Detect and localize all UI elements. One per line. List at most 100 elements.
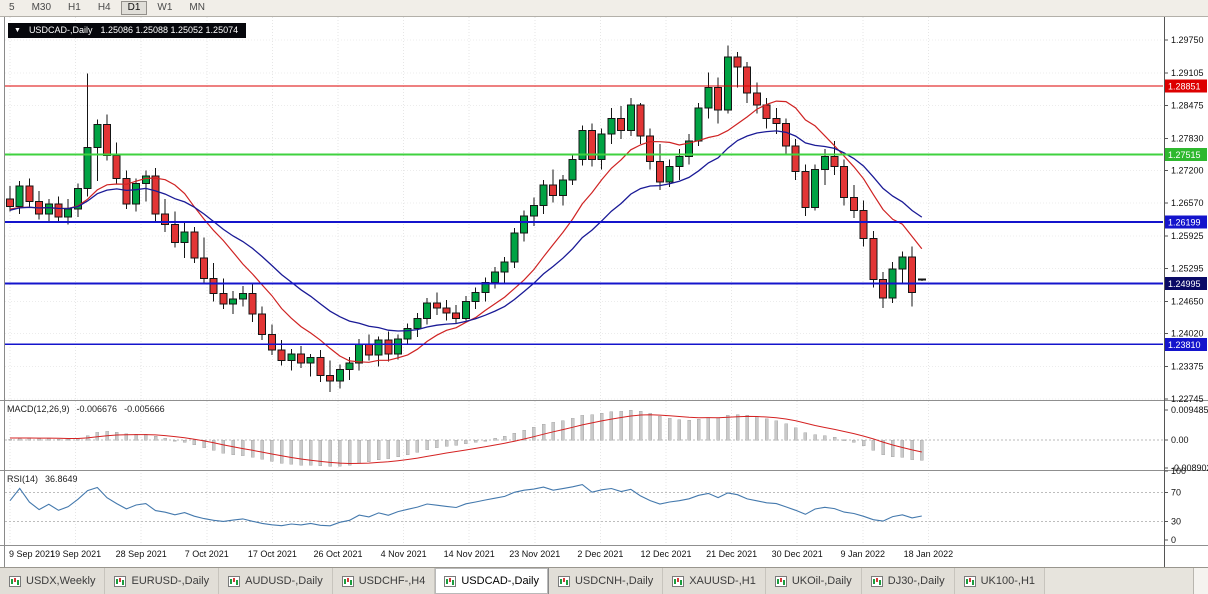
svg-text:21 Dec 2021: 21 Dec 2021 <box>706 549 757 559</box>
tab-label: EURUSD-,Daily <box>131 575 210 587</box>
chart-icon <box>9 575 21 587</box>
chart-icon <box>557 575 570 587</box>
tab-label: USDCHF-,H4 <box>358 575 426 587</box>
svg-text:70: 70 <box>1171 488 1181 498</box>
tab-uk100-h1[interactable]: UK100-,H1 <box>954 568 1046 594</box>
chart-window[interactable]: 1.29750 1.29105 1.28475 1.27830 1.27200 1.265… <box>0 17 1208 567</box>
candles[interactable] <box>6 45 926 393</box>
tab-xauusd-h1[interactable]: XAUUSD-,H1 <box>663 568 766 594</box>
svg-text:1.28475: 1.28475 <box>1171 100 1204 110</box>
chart-title-overlay: ▼ USDCAD-,Daily 1.25086 1.25088 1.25052 … <box>8 23 247 38</box>
tab-ukoil-daily[interactable]: UKOil-,Daily <box>765 568 862 594</box>
price-axis[interactable]: 1.29750 1.29105 1.28475 1.27830 1.27200 1.265… <box>1164 35 1208 545</box>
svg-text:1.27200: 1.27200 <box>1171 166 1204 176</box>
chart-icon <box>963 575 976 587</box>
timeframe-button-d1[interactable]: D1 <box>120 1 148 15</box>
macd-main-value: -0.006676 <box>76 404 118 414</box>
rsi-indicator-label: RSI(14) 36.8649 <box>7 474 78 484</box>
svg-text:1.27830: 1.27830 <box>1171 133 1204 143</box>
tab-usdchf-h4[interactable]: USDCHF-,H4 <box>332 568 436 594</box>
panel-separators <box>0 17 1208 567</box>
macd-signal-value: -0.005666 <box>124 404 165 414</box>
chart-icon <box>444 575 457 587</box>
chart-icon <box>870 575 883 587</box>
rsi-panel[interactable] <box>5 484 1163 527</box>
chevron-down-icon[interactable]: ▼ <box>14 26 21 34</box>
svg-text:1.24995: 1.24995 <box>1168 279 1201 289</box>
level-price-tag[interactable] <box>1165 79 1207 93</box>
svg-text:1.28851: 1.28851 <box>1168 82 1201 92</box>
timeframe-button-mn[interactable]: MN <box>182 1 212 15</box>
tab-usdx-weekly[interactable]: USDX,Weekly <box>0 568 106 594</box>
timeframe-button-m30[interactable]: M30 <box>25 1 58 15</box>
svg-text:4 Nov 2021: 4 Nov 2021 <box>381 549 427 559</box>
timeframe-button-h1[interactable]: H1 <box>61 1 88 15</box>
svg-text:28 Sep 2021: 28 Sep 2021 <box>116 549 167 559</box>
tab-eurusd-daily[interactable]: EURUSD-,Daily <box>105 568 220 594</box>
chart-ohlc-values: 1.25086 1.25088 1.25052 1.25074 <box>100 25 239 35</box>
svg-text:30: 30 <box>1171 516 1181 526</box>
tab-label: UKOil-,Daily <box>791 575 852 587</box>
macd-name: MACD(12,26,9) <box>7 404 70 414</box>
svg-text:1.26199: 1.26199 <box>1168 217 1201 227</box>
svg-text:1.24650: 1.24650 <box>1171 296 1204 306</box>
svg-text:1.25295: 1.25295 <box>1171 263 1204 273</box>
timeframe-button-h4[interactable]: H4 <box>91 1 118 15</box>
svg-text:7 Oct 2021: 7 Oct 2021 <box>185 549 229 559</box>
svg-text:1.24020: 1.24020 <box>1171 329 1204 339</box>
tab-dj30-daily[interactable]: DJ30-,Daily <box>861 568 955 594</box>
macd-panel[interactable] <box>5 409 1163 467</box>
svg-text:1.26570: 1.26570 <box>1171 198 1204 208</box>
svg-text:1.23810: 1.23810 <box>1168 340 1201 350</box>
tab-label: AUDUSD-,Daily <box>245 575 323 587</box>
rsi-name: RSI(14) <box>7 474 39 484</box>
tab-audusd-daily[interactable]: AUDUSD-,Daily <box>219 568 333 594</box>
svg-text:0.00: 0.00 <box>1171 435 1189 445</box>
chart-tabs-bar: USDX,Weekly EURUSD-,Daily AUDUSD-,Daily … <box>0 567 1208 594</box>
level-price-tag[interactable] <box>1165 148 1207 162</box>
svg-text:23 Nov 2021: 23 Nov 2021 <box>509 549 560 559</box>
rsi-value: 36.8649 <box>45 474 78 484</box>
chart-icon <box>228 575 241 587</box>
svg-text:1.22745: 1.22745 <box>1171 394 1204 404</box>
svg-text:1.27515: 1.27515 <box>1168 150 1201 160</box>
svg-text:0: 0 <box>1171 535 1176 545</box>
tab-label: USDX,Weekly <box>26 575 96 587</box>
svg-text:1.25925: 1.25925 <box>1171 231 1204 241</box>
level-price-tag[interactable] <box>1165 337 1207 351</box>
moving-averages <box>9 100 923 363</box>
svg-text:0.009485: 0.009485 <box>1171 405 1208 415</box>
svg-text:12 Dec 2021: 12 Dec 2021 <box>640 549 691 559</box>
svg-text:1.29105: 1.29105 <box>1171 68 1204 78</box>
price-chart-canvas[interactable]: 1.29750 1.29105 1.28475 1.27830 1.27200 1.265… <box>0 17 1208 567</box>
svg-text:1.29750: 1.29750 <box>1171 35 1204 45</box>
level-price-tag[interactable] <box>1165 215 1207 229</box>
svg-text:17 Oct 2021: 17 Oct 2021 <box>248 549 297 559</box>
chart-icon <box>774 575 787 587</box>
level-price-tag[interactable] <box>1165 277 1207 291</box>
chart-icon <box>341 575 354 587</box>
tab-usdcnh-daily[interactable]: USDCNH-,Daily <box>548 568 664 594</box>
chart-symbol-label: USDCAD-,Daily <box>28 25 93 35</box>
svg-text:14 Nov 2021: 14 Nov 2021 <box>444 549 495 559</box>
tab-label: XAUUSD-,H1 <box>689 575 756 587</box>
chart-background <box>0 17 1208 567</box>
tab-scrollbar[interactable] <box>1193 568 1208 594</box>
chart-icon <box>114 575 127 587</box>
timeframe-button-m5[interactable]: 5 <box>2 1 22 15</box>
svg-text:18 Jan 2022: 18 Jan 2022 <box>904 549 954 559</box>
svg-text:19 Sep 2021: 19 Sep 2021 <box>50 549 101 559</box>
price-levels[interactable] <box>5 85 1163 346</box>
tab-usdcad-daily[interactable]: USDCAD-,Daily <box>435 568 549 594</box>
svg-text:9 Sep 2021: 9 Sep 2021 <box>9 549 55 559</box>
tab-label: UK100-,H1 <box>980 575 1036 587</box>
tab-label: USDCNH-,Daily <box>574 575 654 587</box>
timeframe-button-w1[interactable]: W1 <box>150 1 179 15</box>
svg-text:30 Dec 2021: 30 Dec 2021 <box>772 549 823 559</box>
svg-text:9 Jan 2022: 9 Jan 2022 <box>841 549 886 559</box>
tab-label: USDCAD-,Daily <box>461 575 539 587</box>
chart-icon <box>672 575 685 587</box>
tab-label: DJ30-,Daily <box>887 575 945 587</box>
